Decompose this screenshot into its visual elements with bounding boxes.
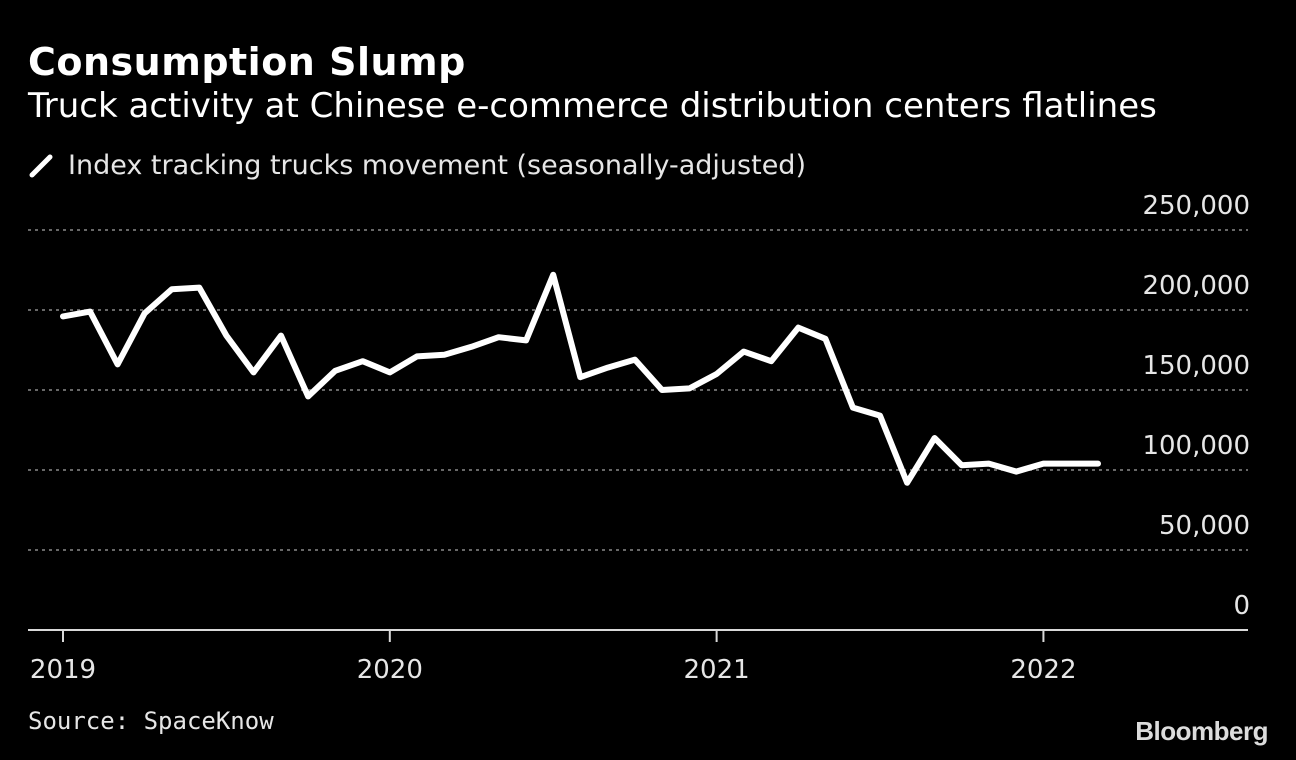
y-tick-label: 50,000	[1159, 511, 1250, 541]
line-swatch-icon	[29, 154, 53, 177]
chart-title: Consumption Slump	[28, 40, 466, 84]
x-tick-label: 2022	[1010, 655, 1076, 685]
source-note: Source: SpaceKnow	[28, 707, 274, 735]
y-tick-label: 0	[1233, 591, 1250, 621]
x-tick-label: 2019	[30, 655, 96, 685]
legend-label: Index tracking trucks movement (seasonal…	[68, 150, 806, 181]
y-tick-label: 250,000	[1142, 191, 1250, 221]
y-tick-label: 200,000	[1142, 271, 1250, 301]
y-tick-label: 150,000	[1142, 351, 1250, 381]
chart-subtitle: Truck activity at Chinese e-commerce dis…	[28, 86, 1157, 126]
x-tick-label: 2020	[357, 655, 423, 685]
series-line	[60, 271, 1101, 486]
bloomberg-logo: Bloomberg	[1135, 716, 1268, 746]
legend: Index tracking trucks movement (seasonal…	[28, 150, 806, 181]
x-tick-label: 2021	[684, 655, 750, 685]
y-tick-label: 100,000	[1142, 431, 1250, 461]
